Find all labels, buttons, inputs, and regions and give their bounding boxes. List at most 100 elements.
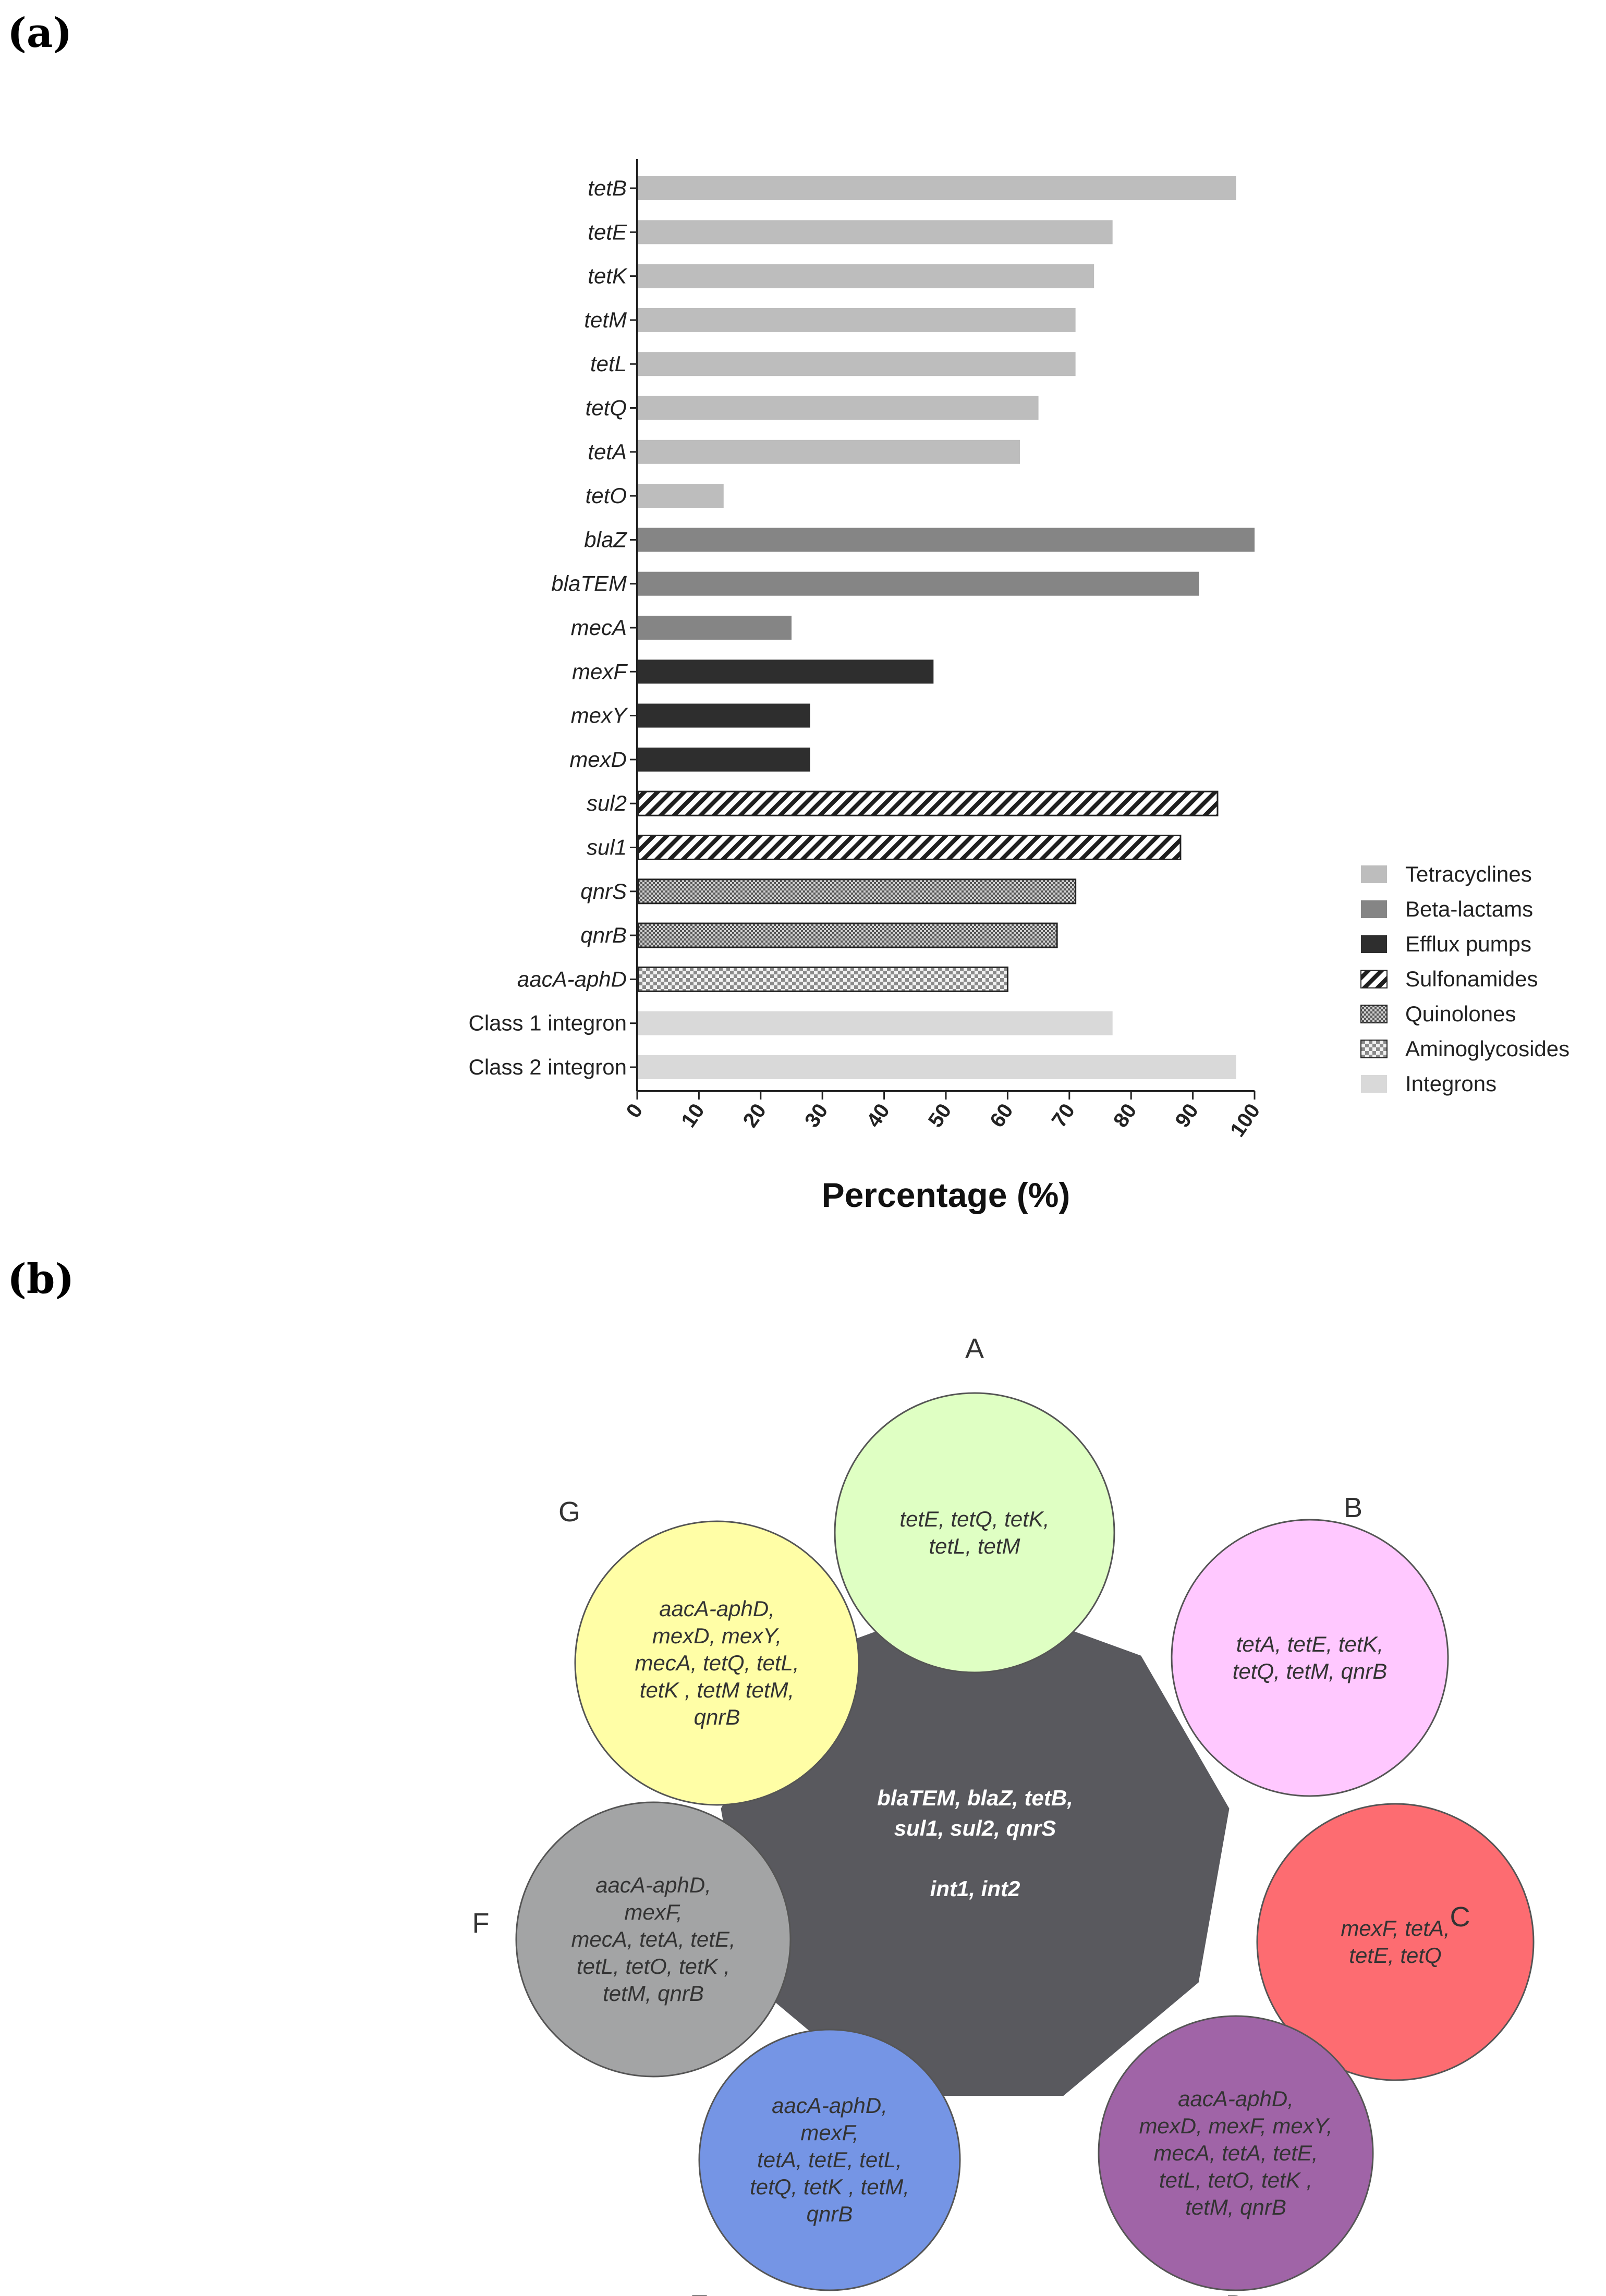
circle-f-text-line: aacA-aphD, bbox=[595, 1873, 711, 1897]
circle-d-text-line: mecA, tetA, tetE, bbox=[1153, 2141, 1318, 2165]
category-label-teta: tetA bbox=[588, 439, 627, 464]
bar-meca bbox=[638, 616, 792, 640]
circle-f-text-line: mexF, bbox=[624, 1900, 682, 1924]
circle-c-text-line: tetE, tetQ bbox=[1349, 1943, 1441, 1968]
x-tick-labels: 0 10 20 30 40 50 60 70 80 90 100 bbox=[622, 1100, 1265, 1141]
category-label-blaz: blaZ bbox=[584, 527, 627, 552]
circle-c-text-line: mexF, tetA, bbox=[1341, 1916, 1450, 1940]
core-text-line-1: blaTEM, blaZ, tetB, bbox=[877, 1786, 1073, 1810]
chart-legend: Tetracyclines Beta-lactams Efflux pumps Sul… bbox=[1360, 862, 1570, 1096]
x-axis-title: Percentage (%) bbox=[822, 1176, 1070, 1214]
category-label-meca: mecA bbox=[571, 615, 627, 640]
category-label-sul1: sul1 bbox=[587, 835, 627, 860]
circle-c bbox=[1256, 1803, 1535, 2081]
legend-swatch-tetracyclines bbox=[1361, 865, 1387, 883]
circle-a-text-line: tetL, tetM bbox=[929, 1534, 1020, 1558]
circle-e bbox=[698, 2029, 961, 2291]
bar-sul2 bbox=[637, 790, 1219, 816]
legend-swatch-beta-lactams bbox=[1361, 900, 1387, 918]
bar-tetb bbox=[638, 176, 1236, 200]
circle-a-text-line: tetE, tetQ, tetK, bbox=[899, 1507, 1049, 1531]
core-text-line-3: int1, int2 bbox=[930, 1876, 1020, 1901]
circle-b-text-line: tetA, tetE, tetK, bbox=[1236, 1632, 1383, 1656]
x-tick-label-0: 0 bbox=[622, 1100, 648, 1122]
bar-teta bbox=[638, 439, 1020, 464]
legend-label-sulfonamides: Sulfonamides bbox=[1405, 967, 1538, 991]
bar-class-1-integron bbox=[638, 1011, 1113, 1035]
legend-label-beta-lactams: Beta-lactams bbox=[1405, 897, 1533, 921]
category-label-blatem: blaTEM bbox=[551, 571, 627, 596]
circle-label-b: B bbox=[1344, 1492, 1362, 1523]
x-tick-label-60: 60 bbox=[986, 1100, 1018, 1132]
category-label-tetk: tetK bbox=[588, 264, 628, 288]
panel-b-label: (b) bbox=[7, 1255, 74, 1303]
chart-bars bbox=[637, 176, 1255, 1079]
x-tick-label-40: 40 bbox=[862, 1100, 894, 1132]
circle-b-text-line: tetQ, tetM, qnrB bbox=[1233, 1659, 1387, 1683]
category-label-qnrb: qnrB bbox=[580, 923, 627, 947]
circle-f-text-line: tetL, tetO, tetK , bbox=[577, 1954, 730, 1979]
bar-tete bbox=[638, 220, 1113, 245]
circle-g bbox=[574, 1520, 860, 1806]
category-label-tetb: tetB bbox=[588, 176, 627, 200]
circle-label-c: C bbox=[1450, 1901, 1470, 1933]
circle-label-d: D bbox=[1226, 2290, 1246, 2296]
circle-g-text-line: tetK , tetM tetM, bbox=[640, 1678, 794, 1702]
circle-g-text-line: qnrB bbox=[694, 1705, 740, 1729]
bar-class-2-integron bbox=[638, 1055, 1236, 1079]
legend-label-tetracyclines: Tetracyclines bbox=[1405, 862, 1532, 886]
bar-tetm bbox=[638, 308, 1076, 332]
legend-label-aminoglycosides: Aminoglycosides bbox=[1405, 1036, 1570, 1061]
bar-chart: tetB tetE tetK tetM tetL tetQ tetA tetO blaZ blaT… bbox=[469, 159, 1570, 1214]
bar-tetl bbox=[638, 352, 1076, 376]
bar-mexy bbox=[638, 703, 810, 728]
chart-axes bbox=[630, 159, 1256, 1100]
circle-d-text-line: tetL, tetO, tetK , bbox=[1159, 2168, 1312, 2192]
circle-label-e: E bbox=[690, 2290, 709, 2296]
circle-f bbox=[515, 1801, 792, 2078]
circle-label-g: G bbox=[558, 1496, 580, 1528]
category-label-teto: tetO bbox=[586, 483, 627, 508]
circle-label-f: F bbox=[472, 1908, 490, 1939]
legend-swatch-efflux-pumps bbox=[1361, 935, 1387, 953]
circle-d bbox=[1098, 2015, 1374, 2291]
category-label-tetq: tetQ bbox=[586, 396, 627, 420]
circle-g-text-line: aacA-aphD, bbox=[659, 1596, 775, 1621]
category-label-tetm: tetM bbox=[584, 308, 627, 332]
category-labels: tetB tetE tetK tetM tetL tetQ tetA tetO blaZ blaT… bbox=[469, 176, 628, 1079]
category-label-class-1-integron: Class 1 integron bbox=[469, 1011, 627, 1035]
x-tick-label-100: 100 bbox=[1226, 1100, 1264, 1141]
legend-swatch-integrons bbox=[1361, 1075, 1387, 1093]
panel-a-label: (a) bbox=[7, 9, 72, 57]
bar-sul1 bbox=[637, 835, 1182, 860]
circle-f-text-line: mecA, tetA, tetE, bbox=[571, 1927, 735, 1951]
legend-swatch-aminoglycosides bbox=[1360, 1040, 1388, 1058]
bar-tetk bbox=[638, 264, 1094, 288]
circle-f-text-line: tetM, qnrB bbox=[603, 1981, 704, 2006]
x-tick-label-10: 10 bbox=[677, 1100, 709, 1132]
category-label-mexd: mexD bbox=[569, 747, 627, 772]
legend-label-quinolones: Quinolones bbox=[1405, 1002, 1516, 1026]
bar-aaca-aphd bbox=[637, 966, 1008, 992]
category-label-tete: tetE bbox=[588, 219, 627, 244]
bar-teto bbox=[638, 484, 724, 508]
circle-g-text-line: mecA, tetQ, tetL, bbox=[635, 1651, 799, 1675]
circle-e-text-line: mexF, bbox=[800, 2120, 858, 2145]
legend-swatch-sulfonamides bbox=[1360, 970, 1388, 988]
bar-blaz bbox=[638, 528, 1255, 552]
x-tick-label-70: 70 bbox=[1048, 1100, 1080, 1132]
core-nonagon bbox=[721, 1595, 1230, 2096]
category-label-class-2-integron: Class 2 integron bbox=[469, 1055, 627, 1079]
category-label-mexy: mexY bbox=[571, 703, 628, 728]
category-label-mexf: mexF bbox=[572, 659, 628, 683]
bar-mexd bbox=[638, 747, 810, 772]
legend-swatch-quinolones bbox=[1360, 1005, 1388, 1023]
category-label-tetl: tetL bbox=[590, 351, 627, 376]
bar-qnrb bbox=[637, 922, 1058, 948]
circle-e-text-line: qnrB bbox=[807, 2202, 853, 2226]
bar-tetq bbox=[638, 396, 1039, 420]
circle-d-text-line: mexD, mexF, mexY, bbox=[1139, 2114, 1332, 2138]
core-text-line-2: sul1, sul2, qnrS bbox=[894, 1816, 1056, 1840]
